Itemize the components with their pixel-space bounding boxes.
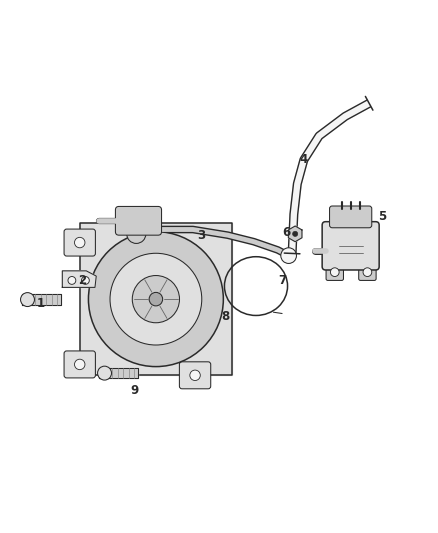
Polygon shape [62,271,96,287]
FancyBboxPatch shape [64,229,95,256]
Text: 9: 9 [130,384,138,397]
Circle shape [363,268,372,277]
FancyBboxPatch shape [322,222,379,270]
Polygon shape [288,226,302,241]
Circle shape [21,293,35,306]
Text: 4: 4 [300,154,308,166]
Circle shape [88,232,223,367]
Circle shape [132,276,180,323]
Circle shape [293,231,298,237]
Text: 7: 7 [278,274,286,287]
Polygon shape [80,223,232,375]
FancyBboxPatch shape [64,351,95,378]
Circle shape [110,253,202,345]
Polygon shape [99,368,138,378]
Circle shape [74,359,85,370]
Circle shape [81,277,89,284]
Text: 6: 6 [283,226,290,239]
Circle shape [98,366,112,380]
Circle shape [127,224,146,244]
Text: 3: 3 [198,229,206,241]
FancyBboxPatch shape [116,206,162,235]
FancyBboxPatch shape [180,362,211,389]
Text: 2: 2 [78,274,86,287]
Polygon shape [22,294,61,305]
FancyBboxPatch shape [326,264,343,280]
FancyBboxPatch shape [359,264,376,280]
Text: 1: 1 [36,297,45,310]
Text: 8: 8 [221,310,230,323]
Circle shape [149,293,162,306]
Circle shape [68,277,76,284]
Text: 5: 5 [378,210,386,223]
Circle shape [330,268,339,277]
Circle shape [190,370,200,381]
Circle shape [74,237,85,248]
FancyBboxPatch shape [329,206,372,228]
Circle shape [281,248,297,263]
